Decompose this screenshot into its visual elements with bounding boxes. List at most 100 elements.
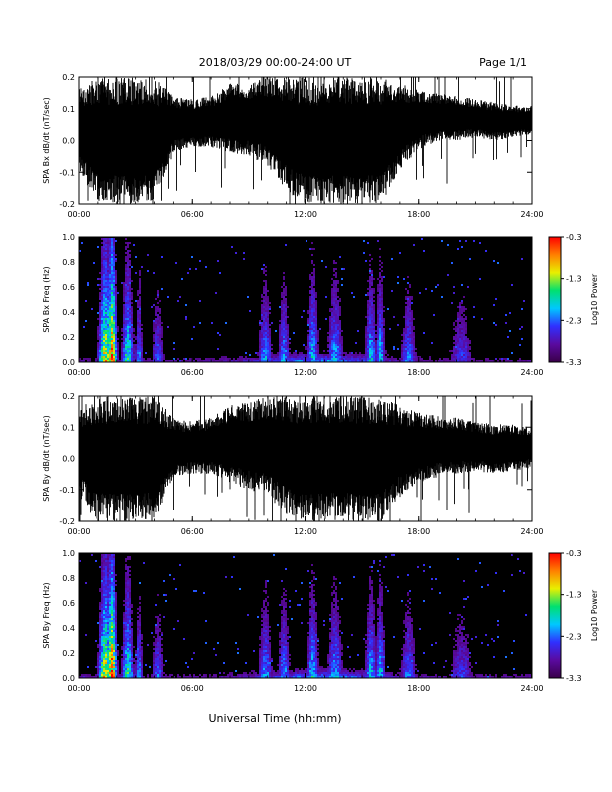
spectrogram-cells bbox=[111, 348, 113, 350]
y-tick-label: 0.0 bbox=[62, 137, 75, 146]
spectrogram-cells bbox=[109, 608, 111, 610]
spectrogram-cells bbox=[309, 670, 311, 672]
spectrogram-cells bbox=[105, 652, 107, 654]
x-axis-by-waveform: 00:00 06:00 12:00 18:00 24:00 bbox=[67, 396, 544, 536]
spectrogram-cells bbox=[409, 354, 411, 356]
spectrogram-cells bbox=[129, 316, 131, 318]
x-tick-label: 06:00 bbox=[181, 368, 204, 377]
spectrogram-cells bbox=[309, 352, 311, 354]
y-axis-bx-spectrogram: 0.0 0.2 0.4 0.6 0.8 1.0 SPA Bx Freq (Hz) bbox=[42, 233, 532, 367]
spectrogram-cells bbox=[105, 334, 107, 336]
spectrogram-cells bbox=[363, 358, 365, 360]
x-tick-label: 18:00 bbox=[407, 527, 430, 536]
colorbar-tick-label: -0.3 bbox=[566, 549, 582, 558]
spectrogram-cells bbox=[113, 280, 115, 282]
spectrogram-cells bbox=[111, 320, 113, 322]
spectrogram-cells bbox=[111, 334, 113, 336]
spectrogram-cells bbox=[157, 674, 159, 676]
spectrogram-cells bbox=[103, 664, 105, 666]
spectrogram-cells bbox=[111, 644, 113, 646]
spectrogram-cells bbox=[107, 352, 109, 354]
spectrogram-cells bbox=[265, 340, 285, 352]
spectrogram-cells bbox=[111, 622, 113, 624]
spectrogram-cells bbox=[331, 354, 333, 356]
spectrogram-cells bbox=[127, 340, 129, 342]
spectrogram-cells bbox=[381, 670, 383, 672]
spectrogram-cells bbox=[103, 330, 113, 338]
spectrogram-cells bbox=[105, 338, 107, 340]
spectrogram-cells bbox=[107, 672, 109, 674]
spectrogram-cells bbox=[101, 626, 105, 636]
spectrogram-cells bbox=[311, 674, 313, 676]
spectrogram-cells bbox=[99, 290, 471, 360]
spectrogram-cells bbox=[371, 666, 375, 678]
spectrogram-cells bbox=[101, 642, 103, 644]
spectrogram-cells bbox=[125, 670, 127, 672]
spectrogram-cells bbox=[337, 328, 339, 330]
x-tick-label: 24:00 bbox=[520, 210, 543, 219]
spectrogram-cells bbox=[469, 652, 471, 654]
spectrogram-cells bbox=[113, 624, 115, 626]
spectrogram-cells bbox=[109, 592, 111, 594]
colorbar-title: Log10 Power bbox=[590, 273, 599, 325]
spectrogram-cells bbox=[105, 344, 107, 346]
spectrogram-cells bbox=[109, 646, 111, 648]
spectrogram-cells bbox=[369, 654, 371, 656]
spectrogram-cells bbox=[333, 354, 335, 356]
spectrogram-cells bbox=[263, 674, 265, 676]
y-tick-label: 0.6 bbox=[62, 283, 75, 292]
spectrogram-cells bbox=[111, 636, 113, 638]
spectrogram-cells bbox=[113, 344, 115, 346]
y-tick-label: -0.2 bbox=[59, 517, 75, 526]
spectrogram-cells bbox=[105, 642, 107, 644]
x-tick-label: 12:00 bbox=[294, 684, 317, 693]
spectrogram-cells bbox=[103, 666, 105, 668]
spectrogram-cells bbox=[111, 648, 113, 650]
colorbar-by-spectrogram: -0.3 -1.3 -2.3 -3.3 Log10 Power bbox=[548, 549, 599, 683]
spectrogram-cells bbox=[139, 346, 141, 348]
spectrogram-cells bbox=[371, 354, 373, 356]
spectrogram-cells bbox=[331, 674, 333, 676]
spectrogram-cells bbox=[307, 350, 309, 352]
spectrogram-cells bbox=[101, 318, 103, 320]
y-axis-title: SPA Bx Freq (Hz) bbox=[42, 266, 51, 332]
spectrogram-cells bbox=[103, 342, 105, 344]
spectrogram-cells bbox=[111, 316, 113, 318]
spectrogram-cells bbox=[407, 642, 409, 644]
spectrogram-cells bbox=[107, 656, 109, 658]
spectrogram-cells bbox=[109, 668, 111, 670]
spectrogram-cells bbox=[113, 636, 115, 638]
spectrogram-cells bbox=[115, 664, 333, 674]
y-tick-label: -0.2 bbox=[59, 200, 75, 209]
spectrogram-cells bbox=[99, 342, 337, 358]
spectrogram-cells bbox=[109, 670, 111, 672]
spectrogram-cells bbox=[313, 662, 315, 664]
spectrogram-cells bbox=[369, 354, 371, 356]
spectrogram-cells bbox=[113, 670, 115, 672]
spectrogram-cells bbox=[311, 672, 313, 674]
spectrogram-cells bbox=[103, 340, 105, 342]
x-tick-label: 00:00 bbox=[67, 210, 90, 219]
spectrogram-cells bbox=[129, 356, 131, 358]
spectrogram-cells bbox=[99, 650, 459, 674]
spectrogram-cells bbox=[95, 260, 463, 360]
spectrogram-cells bbox=[381, 354, 383, 356]
spectrogram-cells bbox=[379, 646, 381, 648]
y-tick-label: -0.1 bbox=[59, 486, 75, 495]
spectrogram-cells bbox=[109, 248, 411, 362]
spectrogram-cells bbox=[105, 256, 455, 360]
y-tick-label: 0.1 bbox=[62, 105, 75, 114]
spectrogram-cells bbox=[113, 658, 115, 660]
spectrogram-cells bbox=[113, 620, 115, 622]
spectrogram-cells bbox=[107, 650, 109, 652]
spectrogram-cells bbox=[311, 332, 313, 334]
spectrogram-cells bbox=[333, 672, 335, 674]
spectrogram-cells bbox=[111, 668, 113, 670]
spectrogram-cells bbox=[107, 320, 109, 322]
spectrogram-cells bbox=[111, 596, 113, 598]
spectrogram-cells bbox=[127, 658, 129, 660]
spectrogram-cells bbox=[125, 672, 127, 674]
y-tick-label: 0.4 bbox=[62, 624, 75, 633]
spectrogram-cells bbox=[159, 648, 161, 650]
spectrogram-cells bbox=[105, 332, 107, 334]
